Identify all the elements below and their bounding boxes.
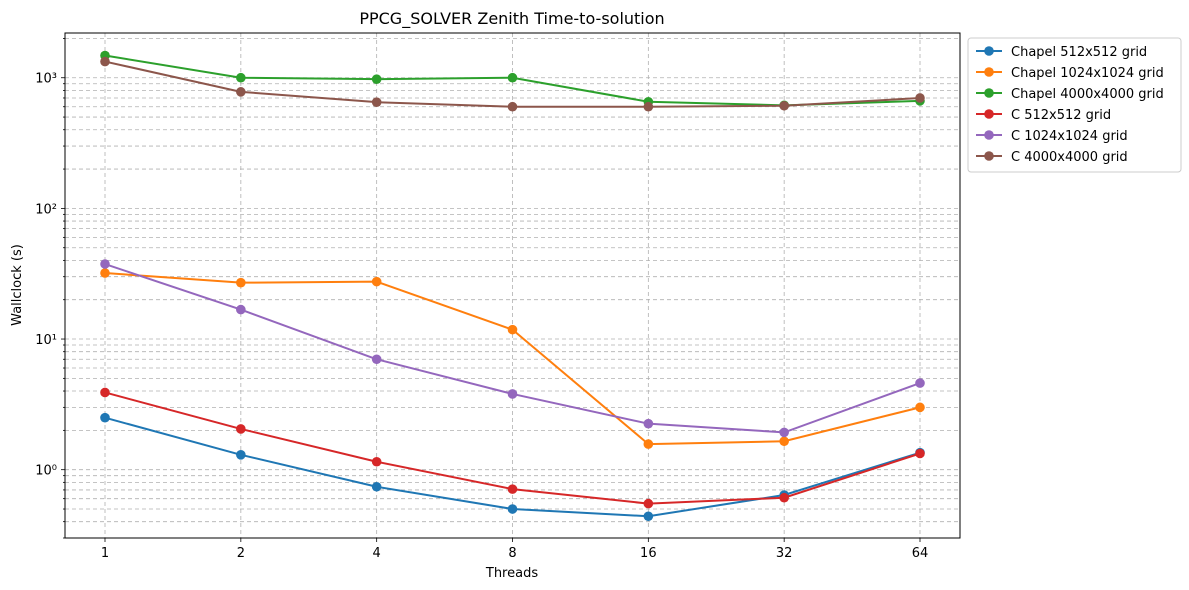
legend-label: Chapel 1024x1024 grid [1011, 66, 1164, 81]
x-tick-label: 2 [237, 546, 245, 561]
legend-marker [984, 46, 994, 56]
data-point [371, 456, 382, 467]
data-point [507, 484, 518, 494]
data-point [371, 481, 382, 492]
legend-entry: Chapel 1024x1024 grid [976, 66, 1164, 81]
data-point [371, 74, 382, 84]
data-point [507, 72, 518, 83]
y-tick-label: 10¹ [35, 333, 57, 348]
data-point [507, 389, 518, 399]
data-point [236, 277, 246, 288]
data-point [507, 324, 518, 335]
chart-title: PPCG_SOLVER Zenith Time-to-solution [359, 9, 664, 29]
data-point [507, 101, 518, 112]
data-point [371, 354, 382, 365]
y-tick-label: 10⁰ [35, 464, 57, 479]
legend-label: C 4000x4000 grid [1011, 150, 1128, 165]
data-point [779, 427, 789, 438]
data-point [507, 504, 518, 514]
legend-label: Chapel 4000x4000 grid [1011, 87, 1164, 102]
y-tick-label: 10² [35, 202, 57, 217]
plot-frame [64, 32, 961, 539]
series-3 [100, 387, 925, 509]
legend-marker [984, 88, 994, 98]
legend-entry: C 1024x1024 grid [976, 129, 1128, 144]
data-point [236, 87, 246, 97]
legend: Chapel 512x512 grid Chapel 1024x1024 grid… [967, 37, 1182, 173]
legend-label: C 512x512 grid [1011, 108, 1111, 123]
y-tick-label: 10³ [35, 72, 57, 87]
data-point [643, 101, 654, 112]
data-point [236, 304, 246, 315]
legend-label: Chapel 512x512 grid [1011, 45, 1147, 60]
data-point [779, 492, 789, 503]
data-point [100, 268, 110, 278]
x-tick-label: 1 [101, 546, 109, 561]
legend-entry: Chapel 4000x4000 grid [976, 87, 1164, 102]
legend-marker [984, 109, 994, 119]
data-point [643, 498, 654, 509]
legend-marker [984, 67, 994, 77]
data-point [236, 72, 246, 83]
y-axis-label: Wallclock (s) [10, 244, 25, 326]
x-tick-label: 32 [776, 546, 793, 561]
data-point [915, 448, 925, 459]
data-point [100, 412, 110, 423]
data-point [779, 100, 789, 111]
data-point [915, 93, 925, 103]
data-point [236, 424, 246, 434]
data-point [371, 276, 382, 287]
data-point [643, 418, 654, 429]
data-point [100, 387, 110, 398]
legend-marker [984, 151, 994, 161]
data-point [779, 436, 789, 447]
series-layer [100, 50, 925, 522]
legend-marker [984, 130, 994, 140]
series-0 [100, 412, 925, 522]
data-point [643, 439, 654, 449]
grid-layer [65, 33, 960, 539]
data-point [100, 259, 110, 269]
data-point [915, 378, 925, 388]
x-tick-label: 16 [640, 546, 657, 561]
series-2 [100, 50, 925, 111]
x-tick-label: 8 [508, 546, 516, 561]
axes-layer: 1 2 4 8 16 32 64 10⁰ 10¹ 10² 10³ [35, 32, 961, 561]
series-4 [100, 259, 925, 438]
legend-box [967, 37, 1182, 173]
series-5 [100, 56, 925, 112]
data-point [100, 56, 110, 67]
data-point [643, 511, 654, 522]
legend-label: C 1024x1024 grid [1011, 129, 1128, 144]
x-axis-label: Threads [485, 566, 538, 581]
data-point [371, 97, 382, 107]
x-tick-label: 4 [373, 546, 381, 561]
legend-entry: Chapel 512x512 grid [976, 45, 1147, 60]
legend-entry: C 512x512 grid [976, 108, 1111, 123]
data-point [236, 449, 246, 460]
series-1 [100, 268, 925, 449]
legend-entry: C 4000x4000 grid [976, 150, 1128, 165]
x-tick-label: 64 [912, 546, 929, 561]
data-point [915, 402, 925, 413]
